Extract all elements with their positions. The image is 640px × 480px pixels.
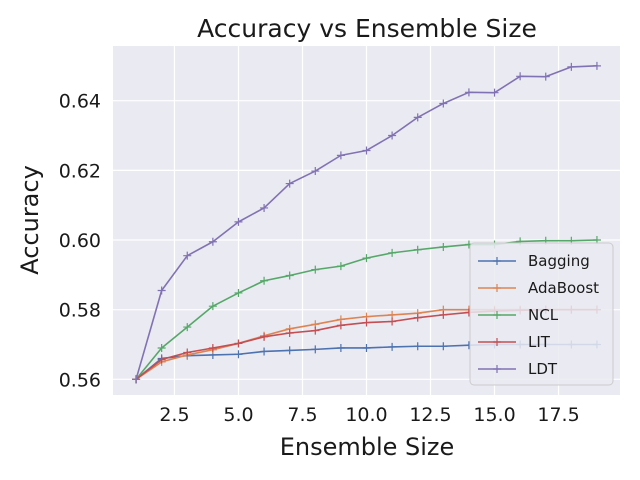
legend-label: LIT: [528, 333, 551, 351]
data-point: [157, 343, 166, 352]
data-point: [439, 342, 448, 351]
data-point: [285, 271, 294, 280]
data-point: [285, 346, 294, 355]
data-point: [388, 342, 397, 351]
legend-label: Bagging: [528, 252, 590, 270]
data-point: [362, 254, 371, 263]
data-point: [592, 61, 601, 70]
x-tick-label: 17.5: [537, 404, 579, 426]
data-point: [439, 242, 448, 251]
legend-label: LDT: [528, 360, 558, 378]
legend-box: [469, 242, 614, 386]
data-point: [132, 375, 141, 384]
x-tick-label: 5.0: [223, 404, 253, 426]
data-point: [183, 251, 192, 260]
data-point: [439, 99, 448, 108]
data-point: [208, 343, 217, 352]
x-axis-label: Ensemble Size: [280, 433, 455, 461]
y-tick-label: 0.58: [59, 300, 101, 322]
data-point: [234, 350, 243, 359]
x-tick-label: 7.5: [287, 404, 317, 426]
data-point: [285, 179, 294, 188]
data-point: [439, 310, 448, 319]
legend: Bagging AdaBoost NCL LIT LDT: [469, 242, 614, 386]
data-point: [311, 265, 320, 274]
x-tick-labels: 2.5 5.0 7.5 10.0 12.5 15.0 17.5: [159, 404, 579, 426]
data-point: [336, 151, 345, 160]
data-point: [464, 88, 473, 97]
data-point: [157, 286, 166, 295]
data-point: [541, 72, 550, 81]
y-tick-label: 0.62: [59, 160, 101, 182]
data-point: [260, 332, 269, 341]
x-tick-label: 10.0: [345, 404, 387, 426]
data-point: [413, 342, 422, 351]
y-axis-label: Accuracy: [16, 165, 44, 275]
data-point: [413, 245, 422, 254]
data-point: [336, 321, 345, 330]
data-point: [362, 343, 371, 352]
data-point: [260, 203, 269, 212]
data-point: [157, 355, 166, 364]
data-point: [234, 288, 243, 297]
legend-label: NCL: [528, 306, 559, 324]
y-tick-label: 0.60: [59, 230, 101, 252]
legend-item-bagging: Bagging: [478, 252, 590, 270]
y-tick-labels: 0.56 0.58 0.60 0.62 0.64: [59, 91, 101, 392]
chart-title: Accuracy vs Ensemble Size: [197, 14, 537, 43]
legend-marker: [493, 365, 501, 373]
data-point: [413, 313, 422, 322]
data-point: [183, 348, 192, 357]
data-point: [311, 167, 320, 176]
legend-item-lit: LIT: [478, 333, 551, 351]
data-point: [388, 131, 397, 140]
legend-label: AdaBoost: [528, 279, 599, 297]
data-point: [285, 329, 294, 338]
data-point: [260, 276, 269, 285]
data-point: [516, 72, 525, 81]
data-point: [234, 217, 243, 226]
data-point: [362, 146, 371, 155]
data-point: [311, 326, 320, 335]
legend-item-adaboost: AdaBoost: [478, 279, 599, 297]
data-point: [336, 343, 345, 352]
series-ldt: [132, 61, 601, 384]
data-point: [567, 62, 576, 71]
data-point: [183, 323, 192, 332]
data-point: [413, 113, 422, 122]
x-tick-label: 15.0: [473, 404, 515, 426]
legend-marker: [493, 284, 501, 292]
data-point: [362, 318, 371, 327]
x-tick-label: 12.5: [409, 404, 451, 426]
data-point: [208, 237, 217, 246]
legend-marker: [493, 311, 501, 319]
legend-marker: [493, 257, 501, 265]
data-point: [336, 262, 345, 271]
data-point: [388, 248, 397, 257]
data-point: [208, 302, 217, 311]
data-point: [388, 317, 397, 326]
data-point: [490, 88, 499, 97]
legend-item-ldt: LDT: [478, 360, 558, 378]
data-point: [260, 347, 269, 356]
data-point: [311, 345, 320, 354]
y-tick-label: 0.64: [59, 91, 101, 113]
x-tick-label: 2.5: [159, 404, 189, 426]
legend-marker: [493, 338, 501, 346]
data-point: [234, 339, 243, 348]
legend-item-ncl: NCL: [478, 306, 559, 324]
y-tick-label: 0.56: [59, 369, 101, 391]
